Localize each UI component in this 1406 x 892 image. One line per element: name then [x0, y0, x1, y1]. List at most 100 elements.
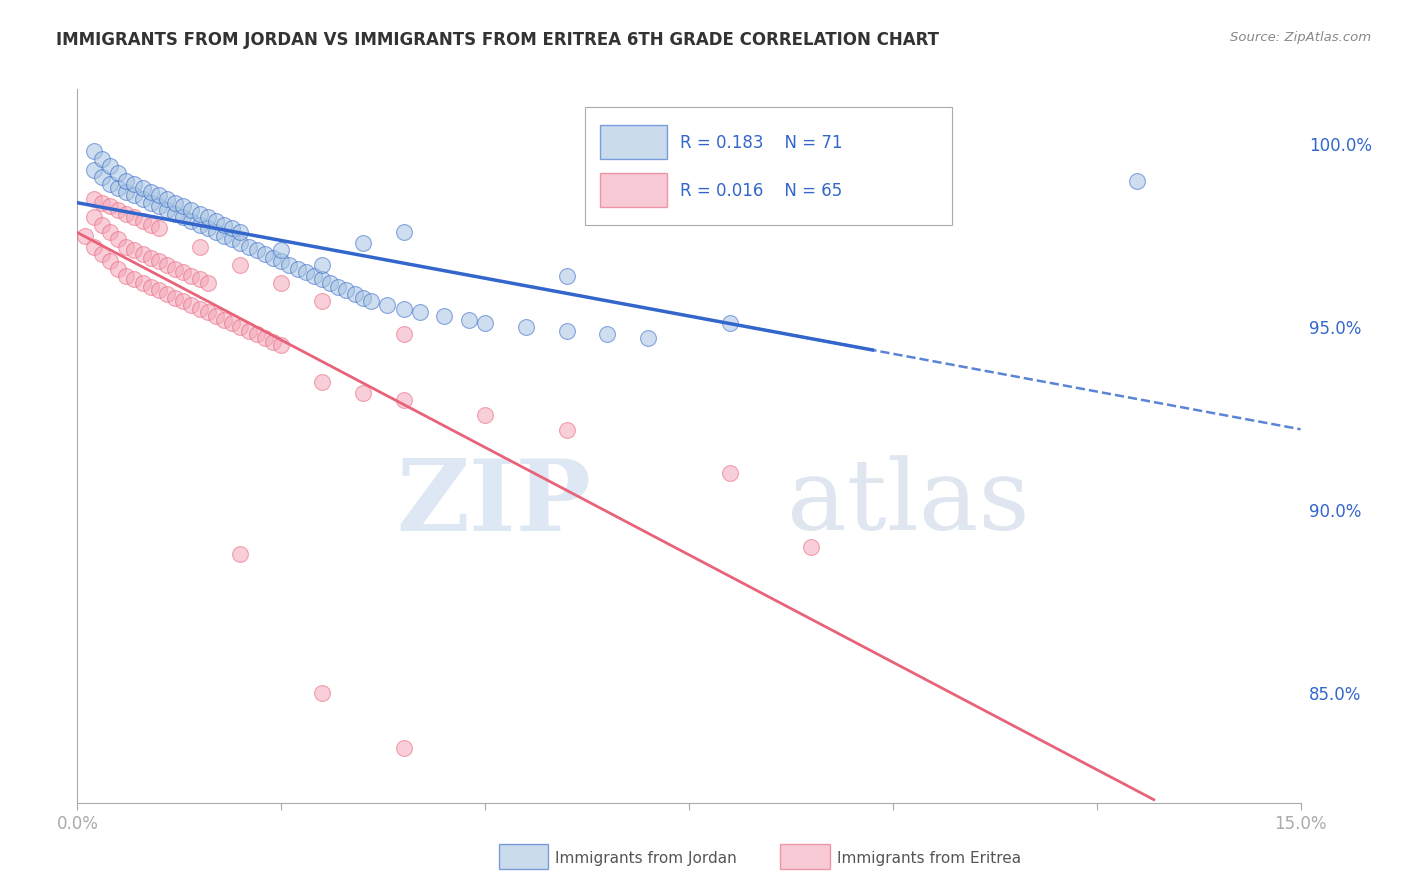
Point: [165, 206, 187, 220]
Text: atlas: atlas: [787, 455, 1029, 551]
Text: Immigrants from Eritrea: Immigrants from Eritrea: [837, 851, 1021, 865]
Point: [124, 188, 146, 202]
Point: [311, 258, 333, 272]
Point: [98, 254, 121, 268]
Point: [229, 225, 252, 239]
Point: [205, 309, 228, 323]
Point: [229, 320, 252, 334]
Point: [311, 294, 333, 309]
Point: [156, 202, 179, 217]
Point: [238, 324, 260, 338]
Point: [335, 284, 357, 298]
Point: [409, 305, 432, 319]
Point: [107, 166, 129, 180]
Point: [156, 192, 179, 206]
Point: [246, 327, 269, 342]
Point: [148, 284, 170, 298]
Point: [596, 327, 619, 342]
Point: [115, 268, 138, 283]
Point: [197, 221, 219, 235]
Point: [433, 309, 456, 323]
Point: [270, 244, 292, 258]
Point: [139, 280, 162, 294]
Point: [229, 258, 252, 272]
Point: [90, 247, 112, 261]
Point: [148, 188, 170, 202]
Point: [188, 218, 211, 232]
Point: [107, 181, 129, 195]
Point: [311, 272, 333, 286]
Point: [83, 211, 105, 225]
Point: [107, 232, 129, 246]
Point: [302, 268, 325, 283]
Point: [172, 211, 194, 225]
Point: [800, 540, 823, 554]
Point: [165, 291, 187, 305]
Point: [392, 393, 415, 408]
Point: [156, 258, 179, 272]
Point: [139, 251, 162, 265]
Point: [287, 261, 309, 276]
Point: [555, 324, 578, 338]
Point: [205, 225, 228, 239]
Point: [197, 305, 219, 319]
Point: [131, 181, 153, 195]
Point: [139, 218, 162, 232]
Text: Immigrants from Jordan: Immigrants from Jordan: [555, 851, 737, 865]
Point: [238, 239, 260, 253]
Point: [131, 247, 153, 261]
Point: [90, 195, 112, 210]
Point: [270, 276, 292, 290]
Text: Source: ZipAtlas.com: Source: ZipAtlas.com: [1230, 31, 1371, 45]
Point: [148, 199, 170, 213]
Point: [90, 218, 112, 232]
Point: [165, 195, 187, 210]
Point: [352, 291, 374, 305]
Point: [328, 280, 350, 294]
Point: [294, 265, 316, 279]
Point: [83, 239, 105, 253]
Point: [360, 294, 382, 309]
Point: [131, 192, 153, 206]
Point: [115, 206, 138, 220]
Point: [262, 251, 284, 265]
Point: [115, 174, 138, 188]
FancyBboxPatch shape: [599, 125, 666, 159]
Point: [131, 214, 153, 228]
Point: [139, 195, 162, 210]
Point: [148, 254, 170, 268]
Point: [352, 235, 374, 250]
Point: [343, 287, 366, 301]
Point: [83, 162, 105, 177]
Point: [392, 225, 415, 239]
Point: [115, 239, 138, 253]
Point: [188, 272, 211, 286]
Point: [90, 169, 112, 184]
Point: [180, 214, 202, 228]
Point: [555, 423, 578, 437]
Point: [262, 334, 284, 349]
Point: [229, 235, 252, 250]
Point: [188, 206, 211, 220]
Point: [172, 199, 194, 213]
Point: [212, 312, 235, 326]
Point: [98, 199, 121, 213]
Point: [180, 202, 202, 217]
Point: [124, 272, 146, 286]
Point: [392, 301, 415, 316]
Point: [124, 211, 146, 225]
Point: [253, 331, 276, 345]
Point: [188, 301, 211, 316]
Point: [229, 547, 252, 561]
Point: [246, 244, 269, 258]
Point: [139, 185, 162, 199]
Point: [212, 218, 235, 232]
Point: [148, 221, 170, 235]
Text: R = 0.016    N = 65: R = 0.016 N = 65: [681, 182, 842, 200]
Point: [115, 185, 138, 199]
Point: [212, 228, 235, 243]
Point: [1126, 174, 1149, 188]
Point: [180, 268, 202, 283]
Point: [637, 331, 659, 345]
Point: [474, 408, 496, 422]
